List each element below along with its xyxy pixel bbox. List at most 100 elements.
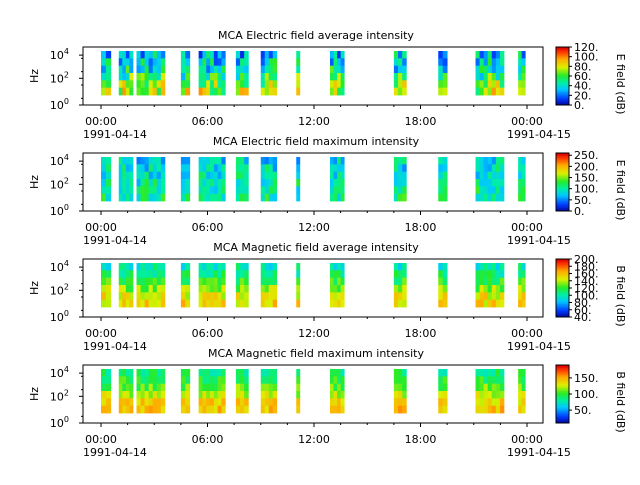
colorbar-segment (556, 414, 569, 417)
spectrogram-cell (156, 299, 162, 308)
colorbar-segment (556, 171, 569, 174)
spectrogram-cell (217, 292, 222, 301)
spectrogram-cell (272, 405, 278, 414)
spectrogram-cell (152, 299, 158, 308)
spectrogram-cell (479, 398, 485, 407)
spectrogram-cell (340, 263, 345, 271)
spectrogram-cell (333, 80, 338, 89)
spectrogram-cell (438, 87, 444, 96)
spectrogram-cell (487, 65, 493, 74)
spectrogram-cell (244, 398, 249, 407)
spectrogram-cell (206, 186, 211, 195)
spectrogram-cell (122, 193, 127, 202)
spectrogram-cell (398, 405, 403, 414)
spectrogram-cell (264, 369, 270, 377)
colorbar-segment (556, 382, 569, 385)
spectrogram-cell (499, 73, 505, 81)
spectrogram-cell (244, 179, 249, 187)
spectrogram-cell (240, 164, 245, 173)
spectrogram-cell (442, 292, 448, 301)
spectrogram-cell (438, 171, 444, 180)
spectrogram-cell (479, 285, 485, 293)
spectrogram-cell (244, 73, 249, 81)
spectrogram-cell (213, 87, 219, 96)
spectrogram-cell (475, 51, 480, 59)
spectrogram-cell (140, 65, 146, 74)
spectrogram-cell (221, 369, 226, 377)
colorbar-segment (556, 407, 569, 409)
spectrogram-cell (393, 270, 399, 279)
spectrogram-cell (144, 87, 150, 96)
spectrogram-cell (479, 186, 485, 195)
colorbar-segment (556, 70, 569, 73)
spectrogram-cell (296, 391, 301, 399)
spectrogram-cell (483, 299, 489, 308)
spectrogram-cell (144, 383, 150, 392)
spectrogram-cell (202, 391, 207, 399)
spectrogram-cell (495, 164, 501, 173)
spectrogram-cell (180, 391, 186, 399)
colorbar-segment (556, 392, 569, 395)
spectrogram-cell (198, 277, 203, 286)
spectrogram-cell (122, 263, 127, 271)
spectrogram-cell (136, 299, 141, 308)
spectrogram-cell (479, 391, 485, 399)
spectrogram-cell (333, 73, 338, 81)
spectrogram-cell (240, 65, 245, 74)
spectrogram-cell (118, 179, 123, 187)
spectrogram-cell (118, 164, 123, 173)
spectrogram-cell (118, 383, 123, 392)
spectrogram-cell (402, 73, 407, 81)
spectrogram-cell (240, 398, 245, 407)
spectrogram-cell (479, 179, 485, 187)
spectrogram-cell (152, 164, 158, 173)
spectrogram-cell (487, 391, 493, 399)
spectrogram-cell (140, 391, 146, 399)
spectrogram-cell (329, 171, 334, 180)
spectrogram-cell (101, 405, 107, 414)
spectrogram-cell (296, 263, 301, 271)
spectrogram-cell (398, 270, 403, 279)
spectrogram-cell (198, 179, 203, 187)
spectrogram-cell (136, 263, 141, 271)
spectrogram-cell (140, 171, 146, 180)
spectrogram-cell (398, 186, 403, 195)
spectrogram-cell (136, 292, 141, 301)
spectrogram-data (101, 263, 526, 308)
spectrogram-cell (240, 80, 245, 89)
colorbar-segment (556, 274, 569, 277)
spectrogram-cell (260, 51, 266, 59)
colorbar: 0.50.100.150.200.250. E field (dB) (555, 149, 627, 220)
spectrogram-cell (272, 398, 278, 407)
spectrogram-cell (340, 58, 345, 67)
spectrogram-cell (264, 292, 270, 301)
spectrogram-cell (483, 277, 489, 286)
spectrogram-cell (499, 299, 505, 308)
spectrogram-cell (160, 285, 166, 293)
spectrogram-cell (479, 263, 485, 271)
spectrogram-cell (495, 292, 501, 301)
spectrogram-cell (129, 383, 134, 392)
colorbar-segment (556, 73, 569, 76)
spectrogram-cell (438, 398, 444, 407)
spectrogram-cell (337, 376, 342, 385)
spectrogram-cell (333, 277, 338, 286)
colorbar-segment (556, 309, 569, 312)
spectrogram-cell (398, 171, 403, 180)
colorbar-segment (556, 179, 569, 182)
panel-title: MCA Magnetic field average intensity (213, 241, 419, 254)
spectrogram-cell (296, 376, 301, 385)
spectrogram-cell (217, 299, 222, 308)
spectrogram-cell (148, 87, 154, 96)
spectrogram-cell (479, 164, 485, 173)
spectrogram-cell (333, 263, 338, 271)
spectrogram-cell (101, 270, 107, 279)
spectrogram-cell (118, 51, 123, 59)
spectrogram-cell (521, 157, 526, 165)
spectrogram-cell (333, 171, 338, 180)
spectrogram-cell (337, 383, 342, 392)
colorbar-tick-label: 200. (574, 253, 599, 266)
spectrogram-cell (235, 277, 241, 286)
spectrogram-cell (221, 51, 226, 59)
spectrogram-cell (105, 171, 112, 180)
